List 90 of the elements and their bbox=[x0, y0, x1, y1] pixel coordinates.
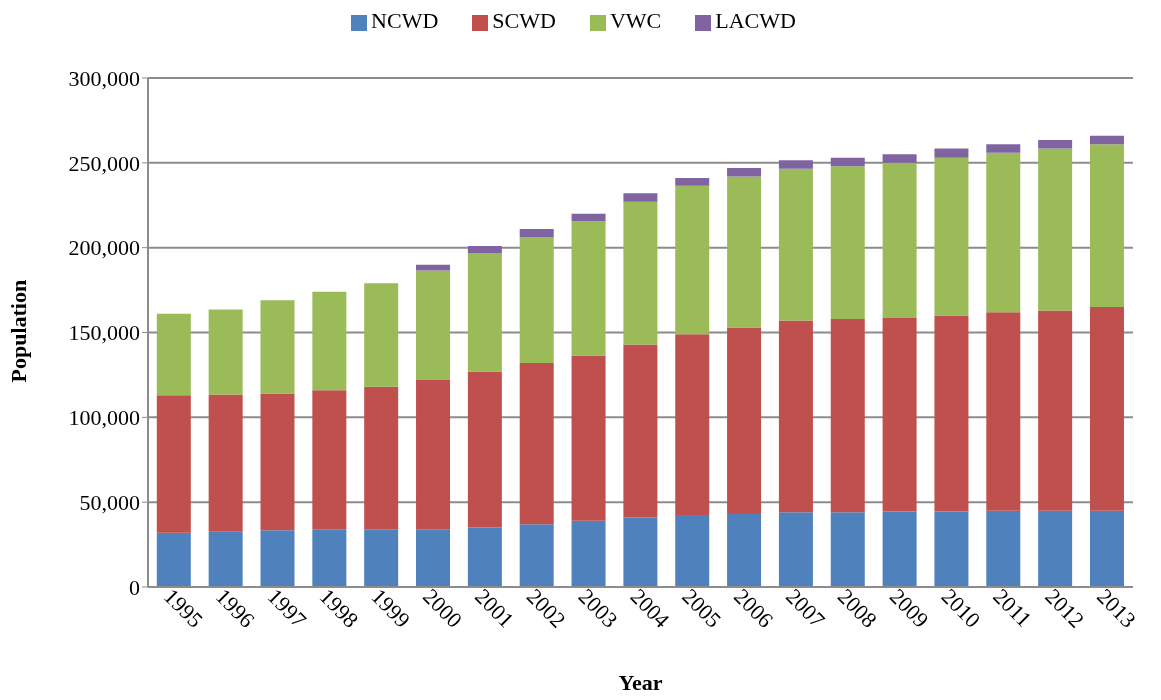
bar bbox=[675, 514, 710, 587]
y-tick-label: 50,000 bbox=[79, 489, 140, 515]
bar bbox=[467, 245, 502, 254]
bar bbox=[519, 229, 554, 238]
x-axis-title: Year bbox=[618, 670, 663, 695]
y-tick-label: 200,000 bbox=[68, 235, 140, 261]
bar bbox=[1089, 510, 1124, 587]
x-tick-label: 1997 bbox=[262, 583, 312, 633]
bar bbox=[519, 237, 554, 364]
x-tick-label: 1998 bbox=[314, 583, 364, 633]
bar bbox=[934, 315, 969, 512]
bar bbox=[467, 371, 502, 528]
bar bbox=[571, 213, 606, 222]
bar bbox=[260, 300, 295, 394]
bar bbox=[623, 193, 658, 202]
bar bbox=[364, 283, 399, 387]
bar bbox=[675, 185, 710, 335]
bar bbox=[312, 390, 347, 530]
bar bbox=[1038, 148, 1073, 311]
bar bbox=[986, 312, 1021, 511]
bar bbox=[208, 394, 243, 532]
bar bbox=[675, 334, 710, 515]
bar bbox=[934, 157, 969, 316]
bar bbox=[416, 380, 451, 530]
x-tick-label: 1995 bbox=[159, 583, 208, 633]
bar bbox=[156, 532, 191, 587]
bar bbox=[312, 529, 347, 587]
bar bbox=[727, 327, 762, 515]
bar bbox=[1089, 307, 1124, 511]
y-axis-title: Population bbox=[5, 279, 31, 383]
bar bbox=[623, 517, 658, 587]
bar bbox=[778, 160, 813, 169]
bar bbox=[1038, 510, 1073, 587]
y-tick-label: 0 bbox=[129, 574, 140, 600]
bar bbox=[986, 152, 1021, 313]
bar bbox=[416, 264, 451, 271]
bar bbox=[260, 393, 295, 531]
legend-label: NCWD bbox=[371, 8, 439, 33]
bar bbox=[727, 167, 762, 177]
bar bbox=[934, 511, 969, 587]
y-tick-label: 250,000 bbox=[68, 150, 140, 176]
bar bbox=[830, 157, 865, 167]
legend-label: LACWD bbox=[715, 8, 796, 33]
bar bbox=[727, 514, 762, 587]
bar bbox=[1038, 310, 1073, 511]
bar bbox=[778, 512, 813, 587]
bar bbox=[882, 162, 917, 319]
bar bbox=[571, 520, 606, 587]
bar bbox=[156, 313, 191, 396]
x-tick-label: 1999 bbox=[366, 583, 416, 633]
y-tick-label: 150,000 bbox=[68, 320, 140, 346]
bar bbox=[467, 527, 502, 587]
bar bbox=[623, 201, 658, 345]
bar bbox=[208, 309, 243, 395]
bar bbox=[467, 253, 502, 372]
bar bbox=[416, 529, 451, 587]
bar bbox=[934, 148, 969, 158]
bar bbox=[986, 510, 1021, 587]
bar bbox=[208, 531, 243, 587]
bar bbox=[416, 270, 451, 381]
y-tick-label: 100,000 bbox=[68, 405, 140, 431]
bar bbox=[364, 529, 399, 587]
bar bbox=[571, 355, 606, 521]
bar bbox=[312, 291, 347, 391]
bar bbox=[675, 178, 710, 186]
bar bbox=[571, 221, 606, 356]
bar bbox=[882, 511, 917, 587]
bar bbox=[1089, 144, 1124, 308]
x-tick-label: 2007 bbox=[781, 583, 830, 633]
bar bbox=[882, 154, 917, 163]
bar bbox=[830, 512, 865, 587]
bar bbox=[364, 386, 399, 530]
bar bbox=[519, 524, 554, 587]
bar bbox=[882, 318, 917, 512]
legend-label: VWC bbox=[609, 8, 662, 33]
x-tick-label: 1996 bbox=[210, 583, 260, 633]
bar bbox=[778, 320, 813, 513]
bar bbox=[519, 363, 554, 525]
bar bbox=[1089, 135, 1124, 145]
bar bbox=[778, 168, 813, 321]
legend-label: SCWD bbox=[492, 8, 556, 33]
bar bbox=[1038, 139, 1073, 149]
bar bbox=[156, 395, 191, 533]
y-tick-label: 300,000 bbox=[68, 65, 140, 91]
bar bbox=[830, 318, 865, 513]
bar bbox=[830, 166, 865, 319]
bar bbox=[727, 176, 762, 328]
bar bbox=[986, 144, 1021, 153]
bar bbox=[260, 530, 295, 587]
bar bbox=[623, 344, 658, 518]
